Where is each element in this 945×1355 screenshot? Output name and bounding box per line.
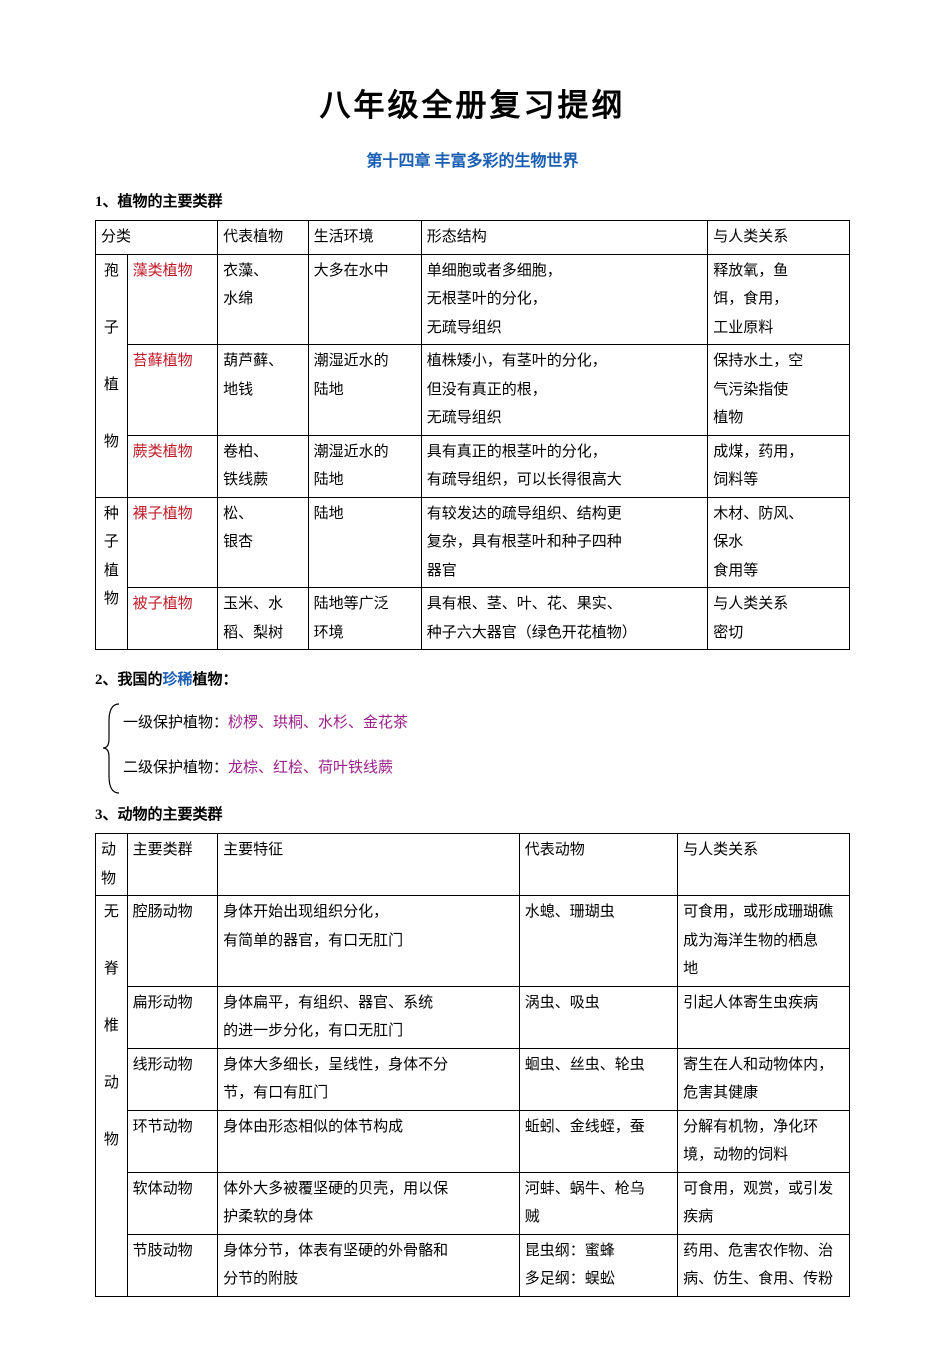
animals-table: 动 物 主要类群 主要特征 代表动物 与人类关系 无 脊 椎 动 物 腔肠动物 …	[95, 833, 850, 1297]
cat-annelida: 环节动物	[127, 1110, 217, 1172]
chapter-subtitle: 第十四章 丰富多彩的生物世界	[95, 149, 850, 175]
cell: 昆虫纲：蜜蜂 多足纲：蜈蚣	[519, 1234, 677, 1296]
plants-table: 分类 代表植物 生活环境 形态结构 与人类关系 孢 子 植 物 藻类植物 衣藻、…	[95, 220, 850, 650]
cell: 葫芦藓、 地钱	[218, 345, 308, 436]
sec2-key: 珍稀	[163, 672, 193, 688]
table-row: 孢 子 植 物 藻类植物 衣藻、 水绵 大多在水中 单细胞或者多细胞， 无根茎叶…	[96, 254, 850, 345]
cell: 可食用，观赏，或引发 疾病	[678, 1172, 850, 1234]
table-row: 动 物 主要类群 主要特征 代表动物 与人类关系	[96, 834, 850, 896]
group-invertebrates: 无 脊 椎 动 物	[96, 896, 128, 1297]
table-row: 无 脊 椎 动 物 腔肠动物 身体开始出现组织分化， 有简单的器官，有口无肛门 …	[96, 896, 850, 987]
cell: 蛔虫、丝虫、轮虫	[519, 1048, 677, 1110]
cell: 潮湿近水的 陆地	[308, 435, 421, 497]
cat-angio: 被子植物	[127, 588, 217, 650]
cell: 玉米、水 稻、梨树	[218, 588, 308, 650]
cell: 分解有机物，净化环 境，动物的饲料	[678, 1110, 850, 1172]
cell: 保持水土，空 气污染指使 植物	[708, 345, 850, 436]
header-feature: 主要特征	[218, 834, 520, 896]
cell: 单细胞或者多细胞， 无根茎叶的分化， 无疏导组织	[421, 254, 708, 345]
sec2-prefix: 2、我国的	[95, 672, 163, 688]
rare-l1-items: 桫椤、珙桐、水杉、金花茶	[228, 715, 408, 731]
cell: 植株矮小，有茎叶的分化， 但没有真正的根， 无疏导组织	[421, 345, 708, 436]
group-spore-plants: 孢 子 植 物	[96, 254, 128, 497]
cat-mollusca: 软体动物	[127, 1172, 217, 1234]
cell: 松、 银杏	[218, 497, 308, 588]
cell: 与人类关系 密切	[708, 588, 850, 650]
cell: 身体扁平，有组织、器官、系统 的进一步分化，有口无肛门	[218, 986, 520, 1048]
header-rep: 代表植物	[218, 221, 308, 255]
cat-moss: 苔藓植物	[127, 345, 217, 436]
table-row: 蕨类植物 卷柏、 铁线蕨 潮湿近水的 陆地 具有真正的根茎叶的分化， 有疏导组织…	[96, 435, 850, 497]
cell: 具有根、茎、叶、花、果实、 种子六大器官（绿色开花植物）	[421, 588, 708, 650]
cell: 衣藻、 水绵	[218, 254, 308, 345]
table-row: 环节动物 身体由形态相似的体节构成 蚯蚓、金线蛭，蚕 分解有机物，净化环 境，动…	[96, 1110, 850, 1172]
cell: 可食用，或形成珊瑚礁 成为海洋生物的栖息 地	[678, 896, 850, 987]
cell: 木材、防风、 保水 食用等	[708, 497, 850, 588]
cell: 成煤，药用， 饲料等	[708, 435, 850, 497]
header-rep: 代表动物	[519, 834, 677, 896]
table-row: 分类 代表植物 生活环境 形态结构 与人类关系	[96, 221, 850, 255]
cell: 身体大多细长，呈线性，身体不分 节，有口有肛门	[218, 1048, 520, 1110]
rare-l1-label: 一级保护植物：	[123, 715, 228, 731]
cell: 身体开始出现组织分化， 有简单的器官，有口无肛门	[218, 896, 520, 987]
rare-l2-label: 二级保护植物：	[123, 760, 228, 776]
group-seed-plants: 种 子 植 物	[96, 497, 128, 650]
rare-level1: 一级保护植物：桫椤、珙桐、水杉、金花茶	[123, 711, 850, 736]
cell: 引起人体寄生虫疾病	[678, 986, 850, 1048]
table-row: 线形动物 身体大多细长，呈线性，身体不分 节，有口有肛门 蛔虫、丝虫、轮虫 寄生…	[96, 1048, 850, 1110]
cell: 寄生在人和动物体内， 危害其健康	[678, 1048, 850, 1110]
section3-heading: 3、动物的主要类群	[95, 803, 850, 828]
header-env: 生活环境	[308, 221, 421, 255]
cell: 身体分节，体表有坚硬的外骨骼和 分节的附肢	[218, 1234, 520, 1296]
table-row: 苔藓植物 葫芦藓、 地钱 潮湿近水的 陆地 植株矮小，有茎叶的分化， 但没有真正…	[96, 345, 850, 436]
table-row: 软体动物 体外大多被覆坚硬的贝壳，用以保 护柔软的身体 河蚌、蜗牛、枪乌 贼 可…	[96, 1172, 850, 1234]
section2-heading: 2、我国的珍稀植物：	[95, 668, 850, 693]
cat-gymno: 裸子植物	[127, 497, 217, 588]
cell: 有较发达的疏导组织、结构更 复杂，具有根茎叶和种子四种 器官	[421, 497, 708, 588]
header-classification: 分类	[96, 221, 218, 255]
cell: 涡虫、吸虫	[519, 986, 677, 1048]
cell: 河蚌、蜗牛、枪乌 贼	[519, 1172, 677, 1234]
brace-icon	[101, 701, 123, 796]
cell: 蚯蚓、金线蛭，蚕	[519, 1110, 677, 1172]
cell: 大多在水中	[308, 254, 421, 345]
cell: 体外大多被覆坚硬的贝壳，用以保 护柔软的身体	[218, 1172, 520, 1234]
header-animal: 动 物	[96, 834, 128, 896]
sec2-suffix: 植物：	[193, 672, 238, 688]
cell: 身体由形态相似的体节构成	[218, 1110, 520, 1172]
cell: 药用、危害农作物、治 病、仿生、食用、传粉	[678, 1234, 850, 1296]
table-row: 节肢动物 身体分节，体表有坚硬的外骨骼和 分节的附肢 昆虫纲：蜜蜂 多足纲：蜈蚣…	[96, 1234, 850, 1296]
table-row: 种 子 植 物 裸子植物 松、 银杏 陆地 有较发达的疏导组织、结构更 复杂，具…	[96, 497, 850, 588]
table-row: 扁形动物 身体扁平，有组织、器官、系统 的进一步分化，有口无肛门 涡虫、吸虫 引…	[96, 986, 850, 1048]
cell: 卷柏、 铁线蕨	[218, 435, 308, 497]
cell: 具有真正的根茎叶的分化， 有疏导组织，可以长得很高大	[421, 435, 708, 497]
header-form: 形态结构	[421, 221, 708, 255]
cell: 释放氧，鱼 饵，食用， 工业原料	[708, 254, 850, 345]
cat-flatworm: 扁形动物	[127, 986, 217, 1048]
cell: 陆地	[308, 497, 421, 588]
table-row: 被子植物 玉米、水 稻、梨树 陆地等广泛 环境 具有根、茎、叶、花、果实、 种子…	[96, 588, 850, 650]
cell: 潮湿近水的 陆地	[308, 345, 421, 436]
section1-heading: 1、植物的主要类群	[95, 190, 850, 215]
header-category: 主要类群	[127, 834, 217, 896]
cat-fern: 蕨类植物	[127, 435, 217, 497]
cell: 水螅、珊瑚虫	[519, 896, 677, 987]
cell: 陆地等广泛 环境	[308, 588, 421, 650]
cat-nematoda: 线形动物	[127, 1048, 217, 1110]
header-rel: 与人类关系	[708, 221, 850, 255]
cat-cnidaria: 腔肠动物	[127, 896, 217, 987]
rare-l2-items: 龙棕、红桧、荷叶铁线蕨	[228, 760, 393, 776]
cat-algae: 藻类植物	[127, 254, 217, 345]
page-title: 八年级全册复习提纲	[95, 80, 850, 131]
rare-plants-block: 一级保护植物：桫椤、珙桐、水杉、金花茶 二级保护植物：龙棕、红桧、荷叶铁线蕨	[95, 699, 850, 791]
cat-arthropoda: 节肢动物	[127, 1234, 217, 1296]
header-rel: 与人类关系	[678, 834, 850, 896]
rare-level2: 二级保护植物：龙棕、红桧、荷叶铁线蕨	[123, 756, 850, 781]
